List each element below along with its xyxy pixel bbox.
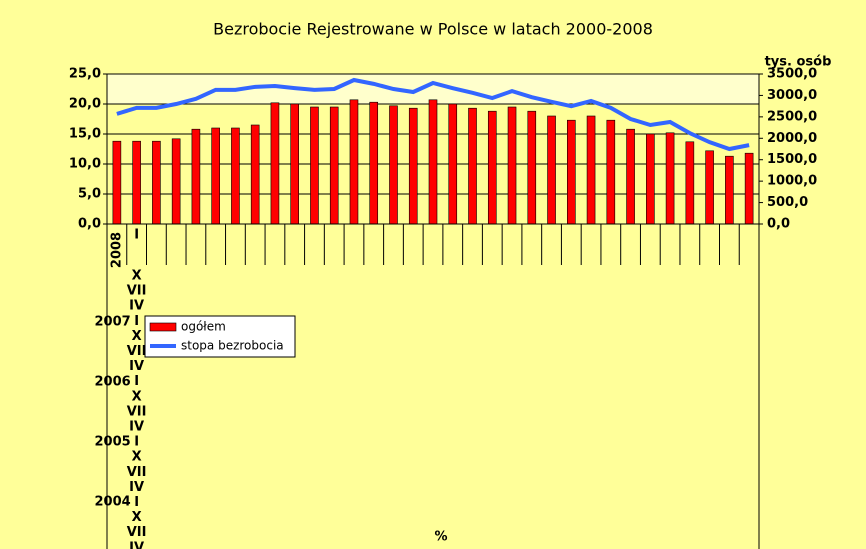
x-tick-label-overflow: VII <box>127 284 147 299</box>
x-tick-label-overflow: IV <box>129 299 144 314</box>
x-tick-label-overflow: IV <box>129 359 144 374</box>
bar <box>369 101 379 225</box>
x-tick-label-overflow: 2004 <box>95 495 131 510</box>
bar <box>527 110 537 225</box>
x-tick-label-overflow: I <box>134 314 139 329</box>
x-tick-label-overflow: IV <box>129 540 144 549</box>
x-tick-label-overflow: X <box>132 510 142 525</box>
x-tick-label-overflow: IV <box>129 480 144 495</box>
bar <box>448 103 458 225</box>
x-tick-label-overflow: X <box>132 329 142 344</box>
bar <box>389 105 398 225</box>
x-tick-label: I <box>134 228 139 243</box>
y-tick-label: 5,0 <box>78 187 101 202</box>
bar <box>112 140 122 225</box>
x-tick-label-overflow: I <box>134 435 139 450</box>
bar <box>507 106 517 225</box>
x-tick-label-overflow: I <box>134 495 139 510</box>
bar <box>468 107 477 225</box>
bar <box>231 127 240 225</box>
bar <box>250 124 260 225</box>
bar <box>725 155 734 225</box>
bar <box>329 106 339 225</box>
bar <box>744 152 754 225</box>
bar <box>665 132 675 225</box>
x-tick-label-overflow: VII <box>127 525 147 540</box>
y-tick-label: 15,0 <box>69 127 101 142</box>
x-tick-label-overflow: VII <box>127 465 147 480</box>
y-tick-label: 25,0 <box>69 67 101 82</box>
bar <box>428 99 438 225</box>
x-tick-label-overflow: X <box>132 269 142 284</box>
bar <box>487 110 497 225</box>
x-tick-label: 2008 <box>109 232 124 268</box>
chart-title: Bezrobocie Rejestrowane w Polsce w latac… <box>213 20 653 39</box>
bar <box>586 115 596 225</box>
y-tick-label: 20,0 <box>69 97 101 112</box>
bar <box>349 99 359 225</box>
bar <box>626 128 635 225</box>
bar <box>211 127 220 225</box>
y2-tick-label: 0,0 <box>767 217 790 232</box>
bar <box>152 140 161 225</box>
y2-tick-label: 2500,0 <box>767 109 817 124</box>
bar <box>171 138 181 225</box>
x-axis-title: % <box>434 530 447 545</box>
bar <box>290 103 299 225</box>
bar <box>705 150 714 225</box>
y-tick-label: 10,0 <box>69 157 101 172</box>
y2-tick-label: 1500,0 <box>767 152 817 167</box>
legend-swatch <box>149 322 177 332</box>
y2-tick-label: 2000,0 <box>767 131 817 146</box>
bar <box>606 119 616 225</box>
y2-tick-label: 1000,0 <box>767 174 817 189</box>
bar <box>567 119 576 225</box>
bar <box>547 115 556 225</box>
y2-tick-label: 500,0 <box>767 195 808 210</box>
y-tick-label: 0,0 <box>78 217 101 232</box>
x-tick-label-overflow: X <box>132 450 142 465</box>
x-tick-label-overflow: IV <box>129 420 144 435</box>
legend-label: stopa bezrobocia <box>181 339 284 353</box>
x-tick-label-overflow: VII <box>127 344 147 359</box>
y2-axis-title: tys. osób <box>765 55 832 70</box>
bar <box>270 102 280 225</box>
bar <box>408 107 418 225</box>
y2-tick-label: 3000,0 <box>767 88 817 103</box>
bar <box>191 128 201 225</box>
x-tick-label-overflow: VII <box>127 404 147 419</box>
y2-tick-label: 3500,0 <box>767 67 817 82</box>
legend-label: ogółem <box>181 320 226 334</box>
x-tick-label-overflow: 2005 <box>95 435 131 450</box>
line <box>116 77 750 152</box>
x-tick-label-overflow: 2006 <box>95 375 131 390</box>
bar <box>310 106 319 225</box>
x-tick-label-overflow: 2007 <box>95 315 131 330</box>
bar <box>646 133 655 225</box>
bar <box>685 141 695 225</box>
bar <box>132 140 141 225</box>
x-tick-label-overflow: X <box>132 389 142 404</box>
x-tick-label-overflow: I <box>134 374 139 389</box>
